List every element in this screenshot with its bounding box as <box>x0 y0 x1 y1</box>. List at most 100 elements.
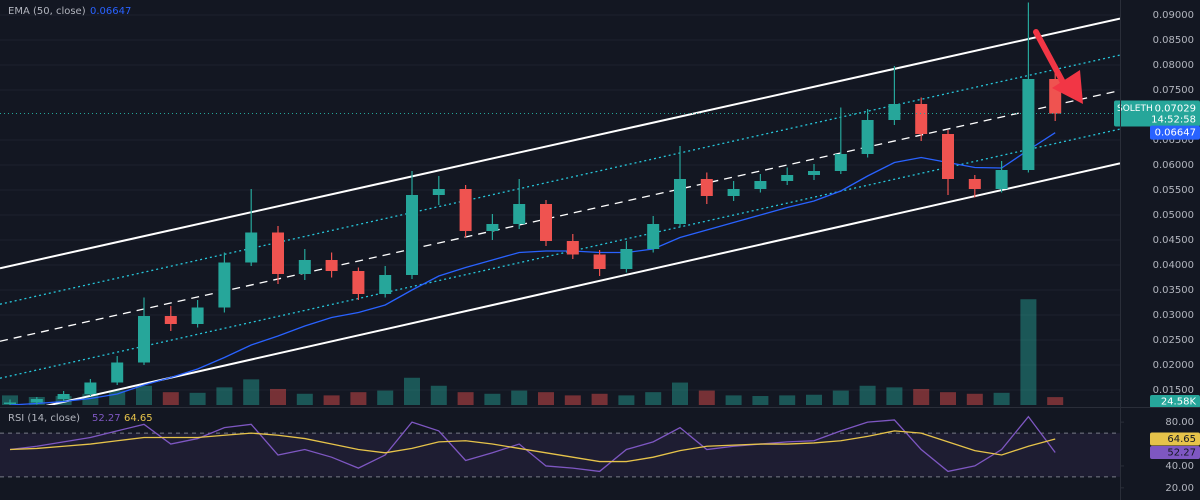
candle-body <box>30 399 43 403</box>
y-tick-label: 0.05000 <box>1153 210 1194 221</box>
axis: 0.01500 0.02000 0.02500 0.03000 0.03500 0.040… <box>1114 10 1200 494</box>
volume-bar <box>457 392 474 405</box>
volume-bar <box>698 390 715 405</box>
candle-body <box>191 307 204 324</box>
volume-bar <box>82 393 99 405</box>
volume-bar <box>832 390 849 405</box>
candle-body <box>218 262 231 308</box>
y-tick-label: 0.02000 <box>1153 360 1194 371</box>
candle-body <box>861 120 874 154</box>
y-tick-label: 0.08000 <box>1153 60 1194 71</box>
volume-bar <box>886 387 903 405</box>
y-tick-label: 0.06000 <box>1153 160 1194 171</box>
rsi-legend-value: 52.27 <box>92 413 121 424</box>
volume-bar <box>1020 299 1037 405</box>
rsi-line <box>9 415 1056 473</box>
volume-bar <box>966 393 983 405</box>
candle-body <box>513 204 526 224</box>
y-tick-label: 0.03000 <box>1153 310 1194 321</box>
candle-body <box>325 260 338 271</box>
candle-body <box>834 154 847 171</box>
volume-bar <box>913 388 930 405</box>
candle-body <box>352 271 365 294</box>
volume-bar <box>350 392 367 405</box>
rsi-line <box>9 430 1056 463</box>
y-tick-label: 0.04500 <box>1153 235 1194 246</box>
candle-body <box>245 232 258 263</box>
candle-body <box>915 104 928 134</box>
channel-line <box>0 128 1120 379</box>
volume-tag <box>1150 395 1200 408</box>
candle-body <box>84 382 97 394</box>
candle-body <box>4 402 16 404</box>
candle-body <box>57 394 70 399</box>
channel-line <box>45 162 1120 405</box>
candle-body <box>808 171 820 175</box>
y-tick-label: 0.03500 <box>1153 285 1194 296</box>
candle-body <box>968 179 981 189</box>
ema-legend: EMA (50, close) <box>8 6 86 17</box>
y-tick-label: 0.02500 <box>1153 335 1194 346</box>
volume-bar <box>993 392 1010 405</box>
volume-bar <box>243 379 260 405</box>
candle-body <box>138 316 150 363</box>
legend: EMA (50, close) 0.06647 RSI (14, close) … <box>8 6 153 424</box>
volume-bar <box>377 390 394 405</box>
rsi-ma-legend-value: 64.65 <box>124 413 153 424</box>
rsi-pane <box>0 415 1120 478</box>
volume-bar <box>484 393 501 405</box>
volume-bar <box>270 388 286 405</box>
volume-bar <box>591 393 608 405</box>
y-tick-label: 0.07500 <box>1153 85 1194 96</box>
candle-body <box>432 189 445 195</box>
candle-body <box>298 260 311 274</box>
price-pane <box>0 2 1120 405</box>
y-tick-label: 0.05500 <box>1153 185 1194 196</box>
volume-bar <box>296 393 313 405</box>
candle-body <box>566 241 579 255</box>
rsi-tag <box>1150 432 1200 446</box>
rsi-tag-value: 64.65 <box>1167 434 1196 445</box>
candle-body <box>164 316 177 324</box>
volume-bar <box>1047 397 1064 405</box>
ema-legend-value: 0.06647 <box>90 6 131 17</box>
volume-bar <box>618 395 635 405</box>
candle-body <box>486 224 499 231</box>
candle-body <box>754 181 767 189</box>
candle-body <box>647 224 660 249</box>
volume-bar <box>538 392 554 405</box>
ema-value: 0.06647 <box>1155 128 1196 139</box>
volume-bar <box>511 390 528 405</box>
channel-line <box>0 17 1120 270</box>
volume-bar <box>404 377 420 405</box>
y-tick-label: 20.00 <box>1165 483 1194 494</box>
volume-bar <box>940 392 956 405</box>
candle-body <box>379 275 392 294</box>
price-tag <box>1114 100 1200 127</box>
countdown: 14:52:58 <box>1151 115 1196 126</box>
candle-body <box>111 362 124 383</box>
volume-bar <box>162 392 179 405</box>
volume-bar <box>564 395 581 405</box>
volume-bar <box>752 396 769 405</box>
candle-body <box>674 179 686 224</box>
volume-bar <box>859 385 876 405</box>
volume-value: 24.58K <box>1161 397 1197 408</box>
volume-bar <box>672 382 688 405</box>
volume-bar <box>323 395 340 405</box>
rsi-tag-value: 52.27 <box>1167 448 1196 459</box>
ema-tag <box>1150 125 1200 140</box>
y-tick-label: 80.00 <box>1165 417 1194 428</box>
volume-bar <box>216 387 233 405</box>
candle-body <box>700 179 713 196</box>
candle-body <box>888 104 901 120</box>
y-tick-label: 0.01500 <box>1153 385 1194 396</box>
volume-bar <box>779 395 796 405</box>
y-tick-label: 0.06500 <box>1153 135 1194 146</box>
candle-body <box>942 134 954 179</box>
volume-bar <box>725 395 742 405</box>
y-tick-label: 0.04000 <box>1153 260 1194 271</box>
candle-body <box>406 195 418 275</box>
candle-body <box>540 204 552 241</box>
